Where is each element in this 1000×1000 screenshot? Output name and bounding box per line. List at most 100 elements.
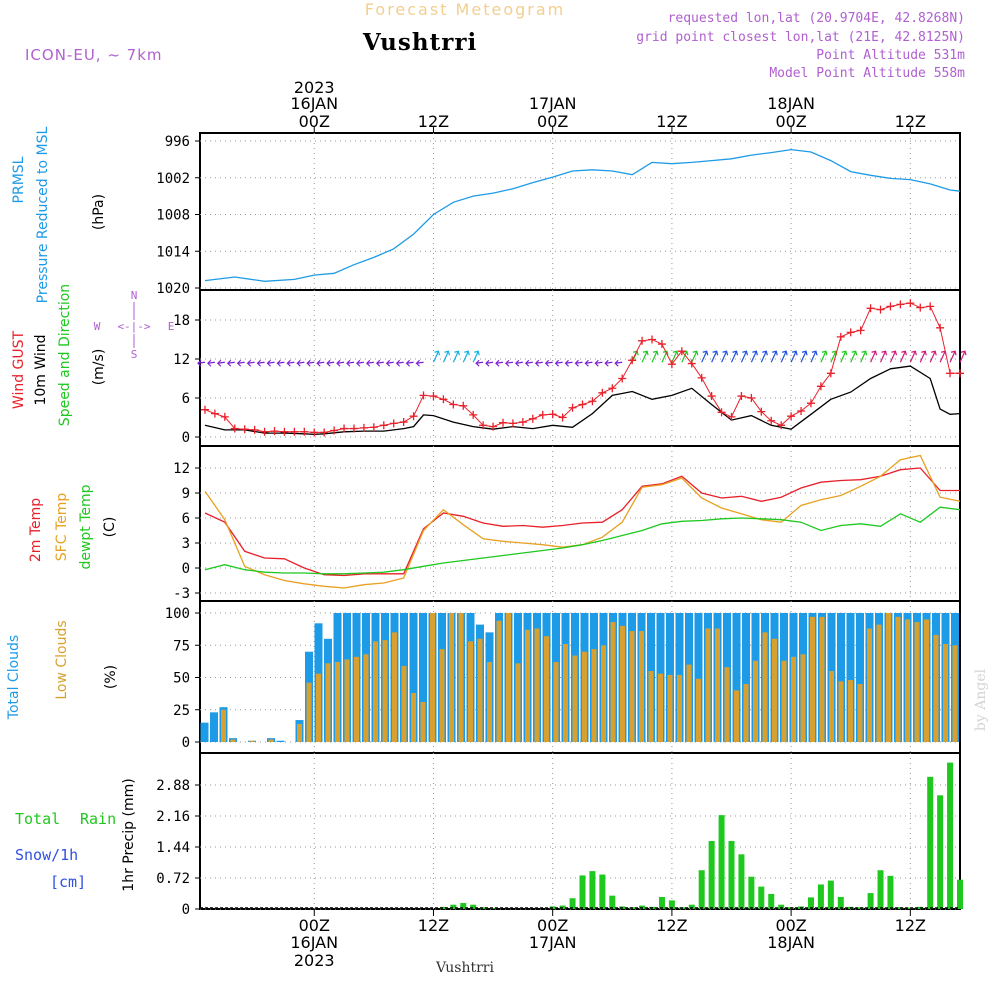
low-cloud-bar: [715, 628, 720, 742]
wind-gust-marker: [518, 418, 527, 427]
wind-arrow-head: [762, 350, 768, 356]
wind-arrow-head: [574, 359, 579, 367]
wind-arrow-shaft: [472, 351, 479, 363]
wind-arrow: [462, 350, 470, 363]
wind-arrow-head: [464, 350, 470, 356]
wind-arrow-head: [326, 359, 331, 367]
total-cloud-bar: [846, 613, 855, 742]
total-cloud-bar: [856, 613, 864, 742]
wind-arrow-head: [614, 359, 619, 367]
wind-gust-marker: [886, 302, 895, 311]
wind-arrow-head: [296, 359, 301, 367]
wind-arrow: [574, 359, 583, 367]
wind-arrow: [207, 359, 215, 367]
wind-gust-marker: [797, 407, 806, 415]
wind-gust-marker: [648, 335, 657, 344]
wind-arrow: [216, 359, 225, 367]
low-cloud-bar: [838, 681, 844, 742]
wind-arrow: [515, 359, 523, 367]
wind-arrow-head: [256, 359, 261, 367]
bottom-time-hour: 12Z: [656, 916, 687, 935]
wind-arrow-head: [891, 350, 898, 356]
precip-bar: [937, 795, 944, 909]
wind-arrow-shaft: [959, 351, 966, 363]
wind-arrow-head: [801, 350, 808, 356]
wind-arrow-shaft: [327, 361, 335, 364]
wind-arrow-head: [454, 350, 460, 356]
low-cloud-bar: [781, 660, 787, 742]
clouds-unit: (%): [103, 665, 119, 689]
precip-tick-label: 2.88: [156, 778, 190, 794]
wind-arrow-shaft: [750, 351, 757, 363]
wind-arrow: [820, 350, 828, 363]
wind-arrow-shaft: [525, 361, 533, 364]
wind-arrow-head: [336, 359, 341, 367]
wind-arrow-shaft: [721, 351, 728, 363]
wind-arrow-head: [821, 350, 828, 356]
wind-gust-marker: [896, 300, 905, 309]
precip-bar: [569, 898, 576, 909]
wind-arrow: [452, 350, 460, 363]
wind-gust-marker: [419, 391, 428, 400]
low-cloud-bar: [924, 619, 929, 742]
pressure-label-long: Pressure Reduced to MSL: [35, 126, 51, 303]
wind-arrow: [671, 350, 679, 363]
wind-gust-marker: [677, 347, 686, 356]
wind-gust-marker: [767, 416, 776, 425]
low-cloud-bar: [306, 682, 312, 742]
wind-arrow-shaft: [595, 361, 603, 364]
wind-gust-marker: [479, 421, 488, 430]
pressure-frame: [199, 132, 961, 291]
axes-layer: 1020 1014 1008 1002 996 18 12 6 0 12 9 6 3 0 -3 100 75 50…: [156, 78, 961, 970]
wind-arrow-shaft: [929, 351, 936, 363]
wind-arrow-shaft: [432, 351, 440, 363]
wind-arrow-shaft: [820, 351, 827, 363]
wind-gust-marker: [310, 428, 319, 437]
total-cloud-bar: [210, 712, 218, 742]
wind-gust-marker: [777, 421, 786, 430]
wind-arrow: [681, 350, 689, 363]
low-cloud-bar: [335, 662, 340, 742]
total-cloud-bar: [419, 613, 427, 742]
wind-arrow-shaft: [462, 351, 469, 363]
precip-bar: [460, 902, 467, 909]
wind-gust-marker: [300, 427, 309, 436]
wind-label-gust: Wind GUST: [11, 330, 27, 409]
wind-arrow: [959, 350, 967, 363]
precip-bar: [480, 907, 487, 909]
wind-arrow-shaft: [485, 361, 494, 364]
low-cloud-bar: [686, 664, 692, 742]
wind-arrow-shaft: [452, 351, 459, 363]
total-cloud-bar: [694, 613, 703, 742]
wind-arrow-head: [881, 350, 888, 356]
wind-arrow-shaft: [889, 351, 897, 363]
wind-arrow-shaft: [770, 351, 777, 363]
top-time-date: 17JAN: [529, 94, 577, 113]
wind-arrow-shaft: [909, 351, 916, 363]
wind-arrow-head: [505, 359, 510, 367]
wind-arrow-head: [246, 359, 252, 367]
wind-arrow: [929, 350, 937, 363]
wind-gust-marker: [628, 356, 637, 365]
wind-tick-label: 18: [173, 313, 190, 329]
wind-arrow-shaft: [615, 361, 623, 364]
wind-gust-marker: [876, 305, 885, 314]
low-cloud-bar: [297, 723, 302, 742]
wind-arrow-shaft: [575, 361, 583, 364]
low-cloud-bar: [515, 663, 521, 742]
wind-arrow-head: [901, 350, 907, 356]
wind-gust-marker: [538, 410, 547, 419]
wind-arrow-head: [515, 359, 520, 367]
wind-arrow: [346, 359, 355, 367]
precip-label-cm: [cm]: [50, 873, 86, 891]
wind-arrow: [879, 350, 888, 363]
low-cloud-bar: [477, 638, 483, 742]
bottom-time-hour: 00Z: [299, 916, 330, 935]
wind-arrow-shaft: [919, 351, 926, 363]
pressure-tick-label: 996: [165, 134, 190, 150]
wind-arrow-shaft: [317, 361, 325, 364]
wind-gust-marker: [389, 419, 398, 428]
wind-arrow: [524, 359, 533, 367]
low-cloud-bar: [582, 651, 587, 742]
wind-arrow-head: [395, 359, 401, 367]
